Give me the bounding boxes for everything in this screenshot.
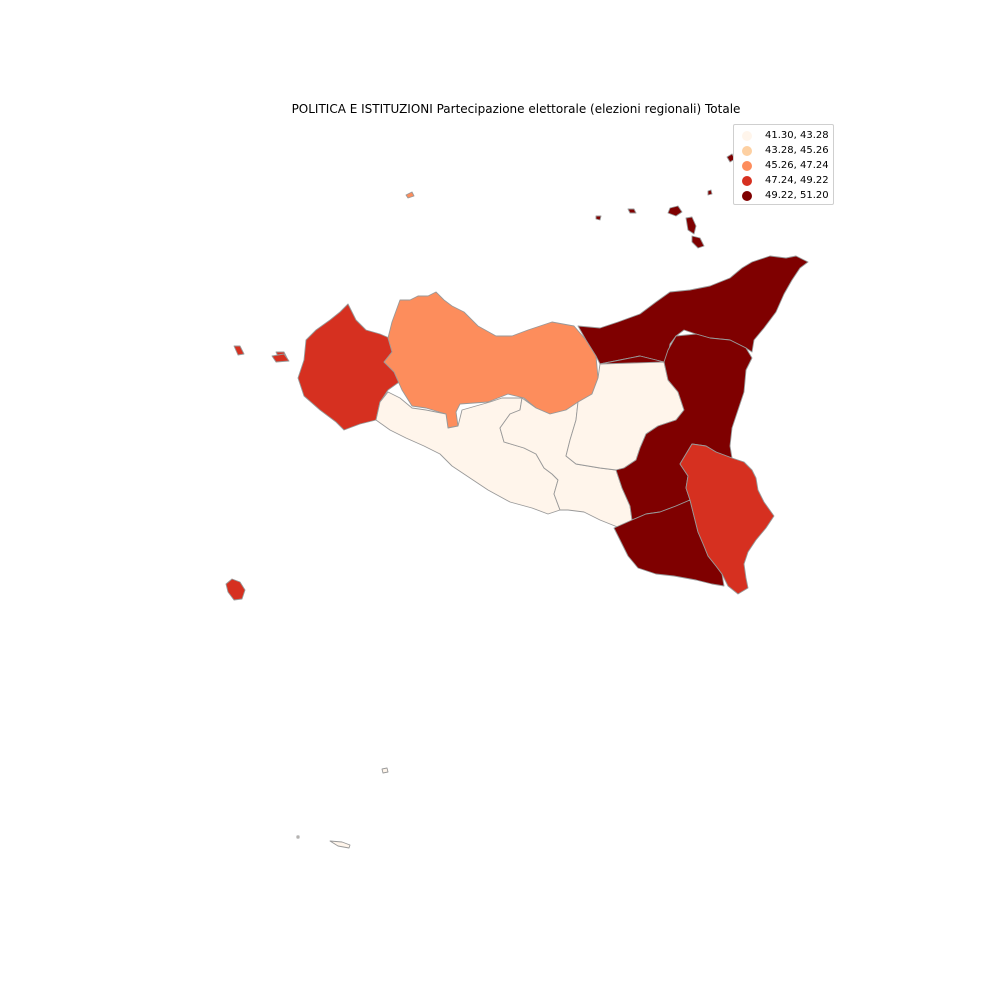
legend: 41.30, 43.28 43.28, 45.26 45.26, 47.24 47.2… [733, 124, 834, 205]
legend-marker [742, 145, 752, 156]
legend-label: 49.22, 51.20 [765, 190, 829, 201]
pantelleria-island [225, 578, 246, 601]
legend-marker [742, 190, 752, 201]
legend-marker [742, 175, 752, 186]
legend-marker [742, 160, 752, 171]
legend-item: 45.26, 47.24 [734, 158, 833, 173]
vulcano-island [691, 235, 705, 249]
alicudi-island [595, 215, 602, 221]
legend-item: 49.22, 51.20 [734, 188, 833, 203]
linosa-island [381, 767, 389, 774]
legend-label: 47.24, 49.22 [765, 175, 829, 186]
lipari-island [685, 216, 697, 235]
legend-label: 41.30, 43.28 [765, 130, 829, 141]
filicudi-island [627, 208, 637, 214]
legend-item: 41.30, 43.28 [734, 128, 833, 143]
legend-item: 43.28, 45.26 [734, 143, 833, 158]
legend-label: 43.28, 45.26 [765, 145, 829, 156]
lampione-island [296, 835, 300, 839]
legend-marker [742, 130, 752, 141]
panarea-island [707, 189, 713, 196]
marettimo-island [233, 345, 245, 356]
province-siracusa [679, 443, 775, 595]
lampedusa-island [329, 840, 351, 849]
legend-item: 47.24, 49.22 [734, 173, 833, 188]
salina-island [667, 205, 683, 217]
ustica-island [405, 191, 415, 199]
map-title: POLITICA E ISTITUZIONI Partecipazione el… [291, 102, 741, 116]
favignana-island [271, 353, 290, 363]
legend-label: 45.26, 47.24 [765, 160, 829, 171]
